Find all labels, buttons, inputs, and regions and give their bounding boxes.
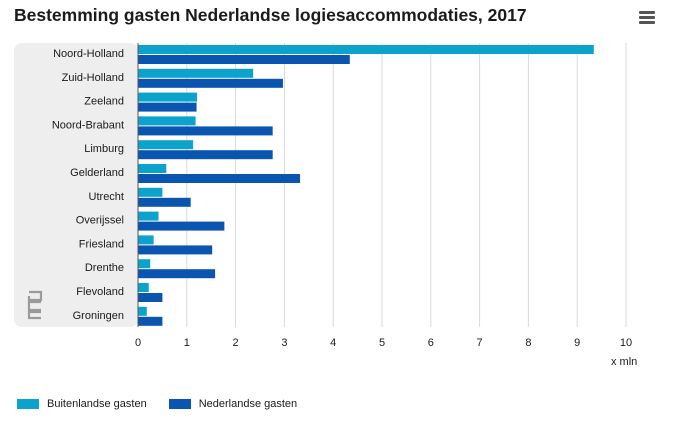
x-tick-label-7: 7 [477,337,483,349]
bar-nederlandse[interactable] [138,174,301,183]
category-label: Zeeland [84,96,124,108]
bar-nederlandse[interactable] [138,221,225,231]
hamburger-menu-icon[interactable] [639,11,655,25]
x-tick-label-0: 0 [135,337,141,349]
bar-buitenlandse[interactable] [138,211,159,221]
category-label: Noord-Brabant [52,119,124,131]
bar-nederlandse[interactable] [138,55,350,64]
x-tick-label-10: 10 [620,337,632,349]
legend-label-buitenlandse: Buitenlandse gasten [47,398,147,410]
x-tick-label-3: 3 [281,337,287,349]
bar-buitenlandse[interactable] [138,92,198,102]
category-label: Gelderland [70,167,124,179]
legend-swatch-nederlandse [168,399,191,409]
bar-buitenlandse[interactable] [138,306,147,316]
bar-buitenlandse[interactable] [138,259,151,269]
legend: Buitenlandse gasten Nederlandse gasten [17,398,319,410]
bar-buitenlandse[interactable] [138,68,254,78]
category-label: Zuid-Holland [62,72,124,84]
bar-nederlandse[interactable] [138,293,163,302]
category-label: Groningen [73,310,124,322]
tick-labels: 0 1 2 3 4 5 6 7 8 9 10 [135,337,632,349]
category-label: Friesland [79,238,124,250]
legend-item-nederlandse[interactable]: Nederlandse gasten [168,398,298,410]
x-tick-label-1: 1 [184,337,190,349]
bar-nederlandse[interactable] [138,245,213,255]
legend-swatch-buitenlandse [17,399,39,409]
bar-buitenlandse[interactable] [138,140,194,150]
x-tick-label-5: 5 [379,337,385,349]
bar-buitenlandse[interactable] [138,283,149,292]
bar-buitenlandse[interactable] [138,235,154,245]
x-tick-label-8: 8 [525,337,531,349]
category-label: Overijssel [76,215,124,227]
chart-title: Bestemming gasten Nederlandse logiesacco… [14,5,527,25]
cbs-logo-icon [26,290,44,320]
bar-nederlandse[interactable] [138,102,197,112]
bar-nederlandse[interactable] [138,269,216,279]
bar-nederlandse[interactable] [138,316,163,326]
bar-buitenlandse[interactable] [138,187,163,197]
x-tick-label-2: 2 [233,337,239,349]
plot-background [14,43,138,327]
x-tick-label-9: 9 [574,337,580,349]
legend-item-buitenlandse[interactable]: Buitenlandse gasten [17,398,147,410]
bar-nederlandse[interactable] [138,150,273,160]
bar-buitenlandse[interactable] [138,164,167,173]
bar-buitenlandse[interactable] [138,116,196,126]
category-label: Drenthe [85,262,124,274]
bar-nederlandse[interactable] [138,78,283,88]
bar-nederlandse[interactable] [138,197,191,207]
x-tick-label-6: 6 [428,337,434,349]
category-labels: Noord-Holland Zuid-Holland Zeeland Noord-Br… [52,48,124,322]
category-label: Limburg [84,143,124,155]
bar-nederlandse[interactable] [138,126,273,136]
legend-label-nederlandse: Nederlandse gasten [198,398,298,410]
gridlines [186,43,627,327]
x-axis-unit-label: x mln [611,356,638,368]
category-label: Noord-Holland [53,48,124,60]
bar-buitenlandse[interactable] [138,45,594,54]
category-label: Utrecht [89,191,124,203]
x-tick-label-4: 4 [330,337,336,349]
category-label: Flevoland [76,286,124,298]
bars [138,45,594,326]
